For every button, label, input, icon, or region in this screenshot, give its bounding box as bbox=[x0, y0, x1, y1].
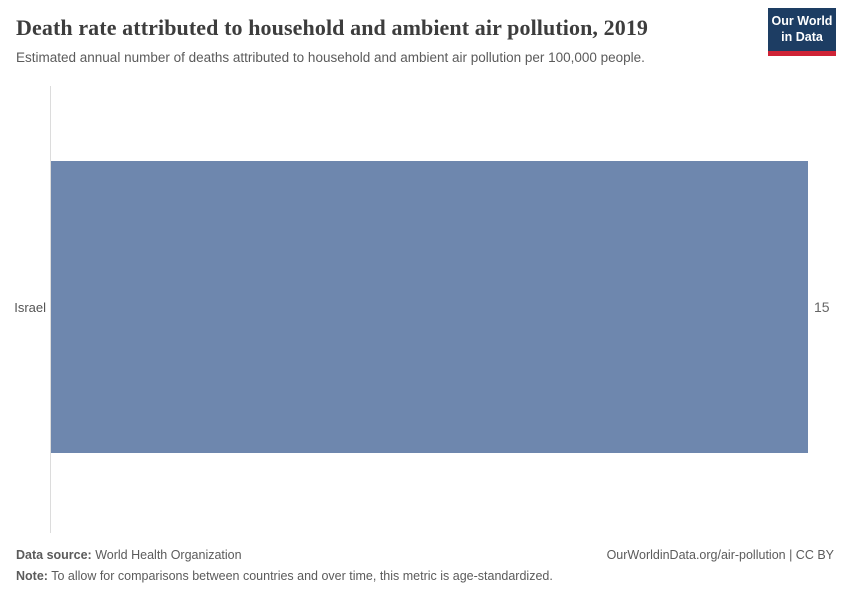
attribution-link[interactable]: OurWorldinData.org/air-pollution | CC BY bbox=[606, 548, 834, 562]
bar-israel[interactable] bbox=[51, 161, 808, 453]
owid-logo[interactable]: Our World in Data bbox=[768, 8, 836, 56]
datasource-text: Data source: World Health Organization bbox=[16, 548, 242, 562]
note-value: To allow for comparisons between countri… bbox=[51, 569, 553, 583]
datasource-value: World Health Organization bbox=[95, 548, 242, 562]
chart-subtitle: Estimated annual number of deaths attrib… bbox=[16, 50, 645, 65]
bar-value-label: 15 bbox=[814, 299, 830, 315]
datasource-label: Data source: bbox=[16, 548, 92, 562]
footer-note: Note: To allow for comparisons between c… bbox=[16, 569, 834, 583]
chart-title: Death rate attributed to household and a… bbox=[16, 15, 649, 40]
y-axis-line bbox=[50, 86, 51, 533]
owid-logo-line1: Our World bbox=[771, 13, 833, 28]
entity-label-israel: Israel bbox=[14, 299, 46, 315]
owid-logo-line2: in Data bbox=[781, 29, 823, 44]
note-label: Note: bbox=[16, 569, 48, 583]
footer-line1: Data source: World Health Organization O… bbox=[16, 548, 834, 562]
